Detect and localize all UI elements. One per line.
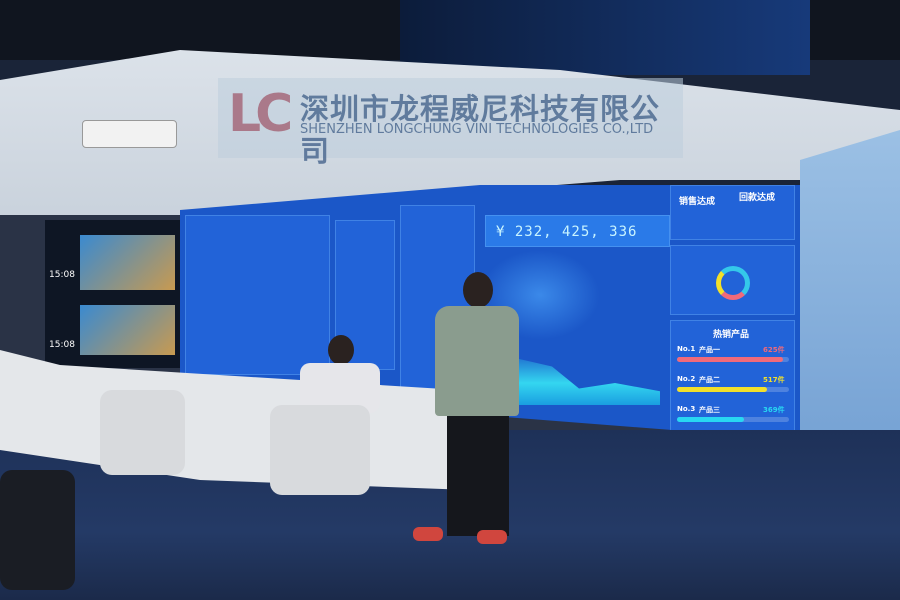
- seated-person: [290, 335, 385, 415]
- product-rank: No.3: [677, 405, 696, 413]
- upper-screens: [400, 0, 810, 75]
- projector: [82, 120, 177, 148]
- chair[interactable]: [0, 470, 75, 590]
- donut-chart: [716, 266, 750, 300]
- standing-person: [413, 272, 525, 552]
- product-value: 517件: [763, 376, 785, 384]
- product-bar-fill: [677, 417, 745, 422]
- watermark-company-cn: 深圳市龙程威尼科技有限公司: [300, 92, 661, 168]
- kpi-panel: 销售达成 回款达成: [670, 185, 795, 240]
- watermark-logo: LC: [228, 84, 293, 144]
- sales-achieved-label: 销售达成: [679, 197, 716, 207]
- chair[interactable]: [270, 405, 370, 495]
- total-sales-amount: ¥ 232, 425, 336: [485, 215, 670, 247]
- product-bar-fill: [677, 387, 767, 392]
- left-dashboard-panel: [185, 215, 330, 375]
- product-rank: No.2: [677, 375, 696, 383]
- product-name: 产品一: [699, 346, 720, 354]
- payment-achieved-label: 回款达成: [739, 193, 776, 203]
- product-name: 产品二: [699, 376, 720, 384]
- product-rank: No.1: [677, 345, 696, 353]
- hot-products-panel: 热销产品 No.1 产品一 625件 No.2 产品二 517件 No.3 产品…: [670, 320, 795, 435]
- product-name: 产品三: [699, 406, 720, 414]
- watermark: LC 深圳市龙程威尼科技有限公司 SHENZHEN LONGCHUNG VINI…: [218, 78, 683, 168]
- watermark-company-en: SHENZHEN LONGCHUNG VINI TECHNOLOGIES CO.…: [300, 122, 654, 137]
- donut-panel: [670, 245, 795, 315]
- hot-products-title: 热销产品: [713, 330, 750, 340]
- chair[interactable]: [100, 390, 185, 475]
- left-screen: 15:08 15:08: [45, 220, 180, 368]
- clock-2: 15:08: [49, 340, 75, 350]
- product-value: 369件: [763, 406, 785, 414]
- product-bar-fill: [677, 357, 784, 362]
- clock-1: 15:08: [49, 270, 75, 280]
- product-value: 625件: [763, 346, 785, 354]
